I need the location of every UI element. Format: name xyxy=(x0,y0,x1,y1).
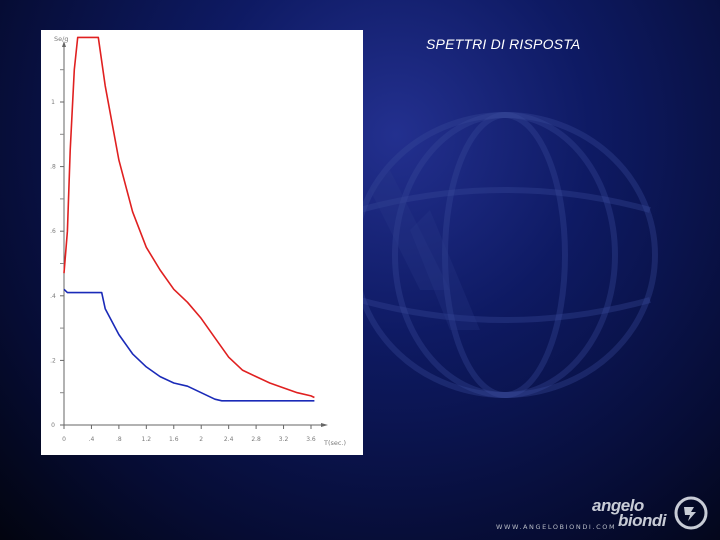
y-tick-label: .6 xyxy=(50,228,56,235)
logo-mark-icon xyxy=(674,496,708,530)
x-tick-label: 3.2 xyxy=(279,436,289,443)
y-tick-label: 1 xyxy=(51,99,55,106)
y-tick-label: .2 xyxy=(50,357,56,364)
slide-title: SPETTRI DI RISPOSTA xyxy=(426,36,581,52)
x-axis-arrow xyxy=(321,423,328,427)
series-line-red xyxy=(63,36,315,399)
y-tick-label: 0 xyxy=(51,422,55,429)
x-tick-label: .8 xyxy=(116,436,122,443)
brand-logo: angelo biondi WWW.ANGELOBIONDI.COM xyxy=(494,496,710,536)
x-tick-label: 2 xyxy=(199,436,203,443)
series-layer xyxy=(63,36,315,402)
x-tick-label: .4 xyxy=(89,436,95,443)
logo-word-first: angelo xyxy=(592,496,644,515)
y-tick-label: .4 xyxy=(50,293,56,300)
y-axis-arrow xyxy=(62,41,66,47)
x-tick-label: 0 xyxy=(62,436,66,443)
x-tick-label: 1.2 xyxy=(142,436,152,443)
chart-panel: Se/g T(sec.) 0.4.8 1.2 1.6 2 2.4 2.8 3.2 3.6 0.2… xyxy=(41,30,363,455)
globe-watermark xyxy=(352,112,658,398)
ticks-layer: 0 .4 .8 1.2 1.6 2 2.4 2.8 3.2 3.6 0 .2 .4 .6 .8 1 xyxy=(50,69,316,443)
series-line-blue xyxy=(63,288,315,402)
y-axis-label: Se/g xyxy=(54,35,68,43)
logo-url: WWW.ANGELOBIONDI.COM xyxy=(496,523,617,531)
x-axis-label: T(sec.) xyxy=(323,439,346,447)
response-spectrum-chart: Se/g T(sec.) 0.4.8 1.2 1.6 2 2.4 2.8 3.2 3.60.2… xyxy=(50,35,346,447)
x-tick-label: 1.6 xyxy=(169,436,179,443)
x-tick-label: 2.4 xyxy=(224,436,234,443)
x-tick-label: 2.8 xyxy=(251,436,261,443)
x-tick-label: 3.6 xyxy=(306,436,316,443)
y-tick-label: .8 xyxy=(50,164,56,171)
logo-word-second: biondi xyxy=(618,511,666,530)
